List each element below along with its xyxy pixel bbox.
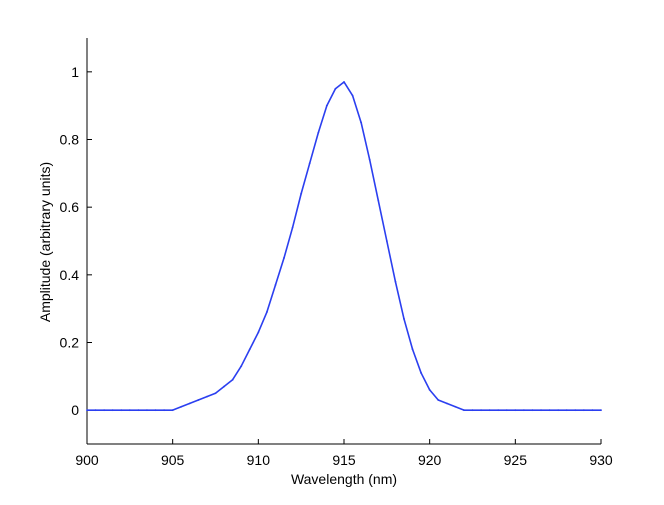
- data-point: [523, 409, 525, 412]
- data-point: [266, 311, 268, 313]
- x-tick-label: 930: [589, 452, 613, 468]
- data-point: [548, 409, 551, 412]
- data-point: [188, 402, 191, 405]
- data-point: [531, 409, 534, 412]
- series-layer: [86, 81, 602, 412]
- y-tick-label: 0.8: [60, 132, 80, 148]
- data-point: [445, 402, 448, 405]
- data-point: [488, 409, 491, 412]
- data-point: [351, 94, 354, 97]
- data-point: [231, 378, 234, 381]
- data-point: [360, 121, 363, 124]
- x-tick-label: 905: [161, 452, 185, 468]
- data-point: [565, 409, 568, 412]
- data-point: [394, 280, 397, 283]
- data-point: [248, 348, 251, 351]
- data-point: [171, 409, 174, 412]
- data-point: [437, 399, 440, 401]
- data-point: [163, 409, 166, 412]
- data-point: [240, 365, 243, 368]
- data-point: [120, 409, 123, 412]
- data-point: [505, 409, 508, 412]
- data-point: [137, 409, 140, 412]
- x-tick-label: 900: [75, 452, 99, 468]
- x-axis-title: Wavelength (nm): [291, 471, 397, 487]
- y-tick-label: 0.4: [60, 267, 80, 283]
- data-point: [497, 409, 500, 412]
- data-point: [154, 409, 157, 412]
- x-tick-label: 925: [504, 452, 528, 468]
- x-tick-label: 915: [332, 452, 356, 468]
- data-point: [214, 392, 217, 395]
- y-tick-label: 0.6: [60, 199, 80, 215]
- data-point: [308, 162, 311, 165]
- data-point: [180, 405, 183, 408]
- x-tick-label: 920: [418, 452, 442, 468]
- data-point: [300, 192, 303, 195]
- data-point: [103, 409, 106, 412]
- data-point: [128, 409, 131, 412]
- data-point: [582, 409, 585, 412]
- data-point: [146, 409, 148, 412]
- x-tick-label: 910: [247, 452, 271, 468]
- data-point: [428, 388, 431, 391]
- data-point: [463, 409, 465, 412]
- y-axis-ticks: 0 0.2 0.4 0.6 0.8 1: [60, 64, 92, 418]
- data-point: [471, 409, 474, 412]
- data-point: [257, 331, 260, 334]
- data-point: [420, 372, 422, 374]
- data-point: [334, 87, 337, 90]
- data-point: [368, 158, 371, 161]
- data-point: [480, 409, 482, 412]
- data-point: [86, 409, 88, 412]
- data-point: [454, 405, 457, 408]
- y-tick-label: 1: [71, 64, 79, 80]
- data-point: [343, 81, 345, 83]
- data-point: [514, 409, 517, 412]
- y-tick-label: 0: [71, 402, 79, 418]
- y-tick-label: 0.2: [60, 335, 80, 351]
- data-point: [274, 284, 277, 286]
- data-point: [600, 409, 602, 412]
- x-axis-ticks: 900 905 910 915 920 925 930: [75, 439, 613, 468]
- data-point: [591, 409, 594, 412]
- data-point: [111, 409, 114, 412]
- data-point: [574, 409, 577, 412]
- data-point: [291, 226, 294, 229]
- data-point: [317, 131, 320, 134]
- data-point: [206, 395, 208, 398]
- data-point: [325, 104, 328, 107]
- data-point: [403, 317, 405, 320]
- data-point: [557, 409, 560, 412]
- series-line: [87, 81, 601, 411]
- data-point: [283, 257, 285, 259]
- data-point: [385, 240, 388, 242]
- data-point: [411, 348, 414, 351]
- y-axis-title: Amplitude (arbitrary units): [37, 162, 53, 322]
- data-point: [540, 409, 542, 412]
- data-point: [197, 399, 200, 401]
- data-point: [377, 199, 380, 202]
- data-point: [94, 409, 97, 412]
- axes: [86, 38, 601, 445]
- data-point: [223, 385, 225, 388]
